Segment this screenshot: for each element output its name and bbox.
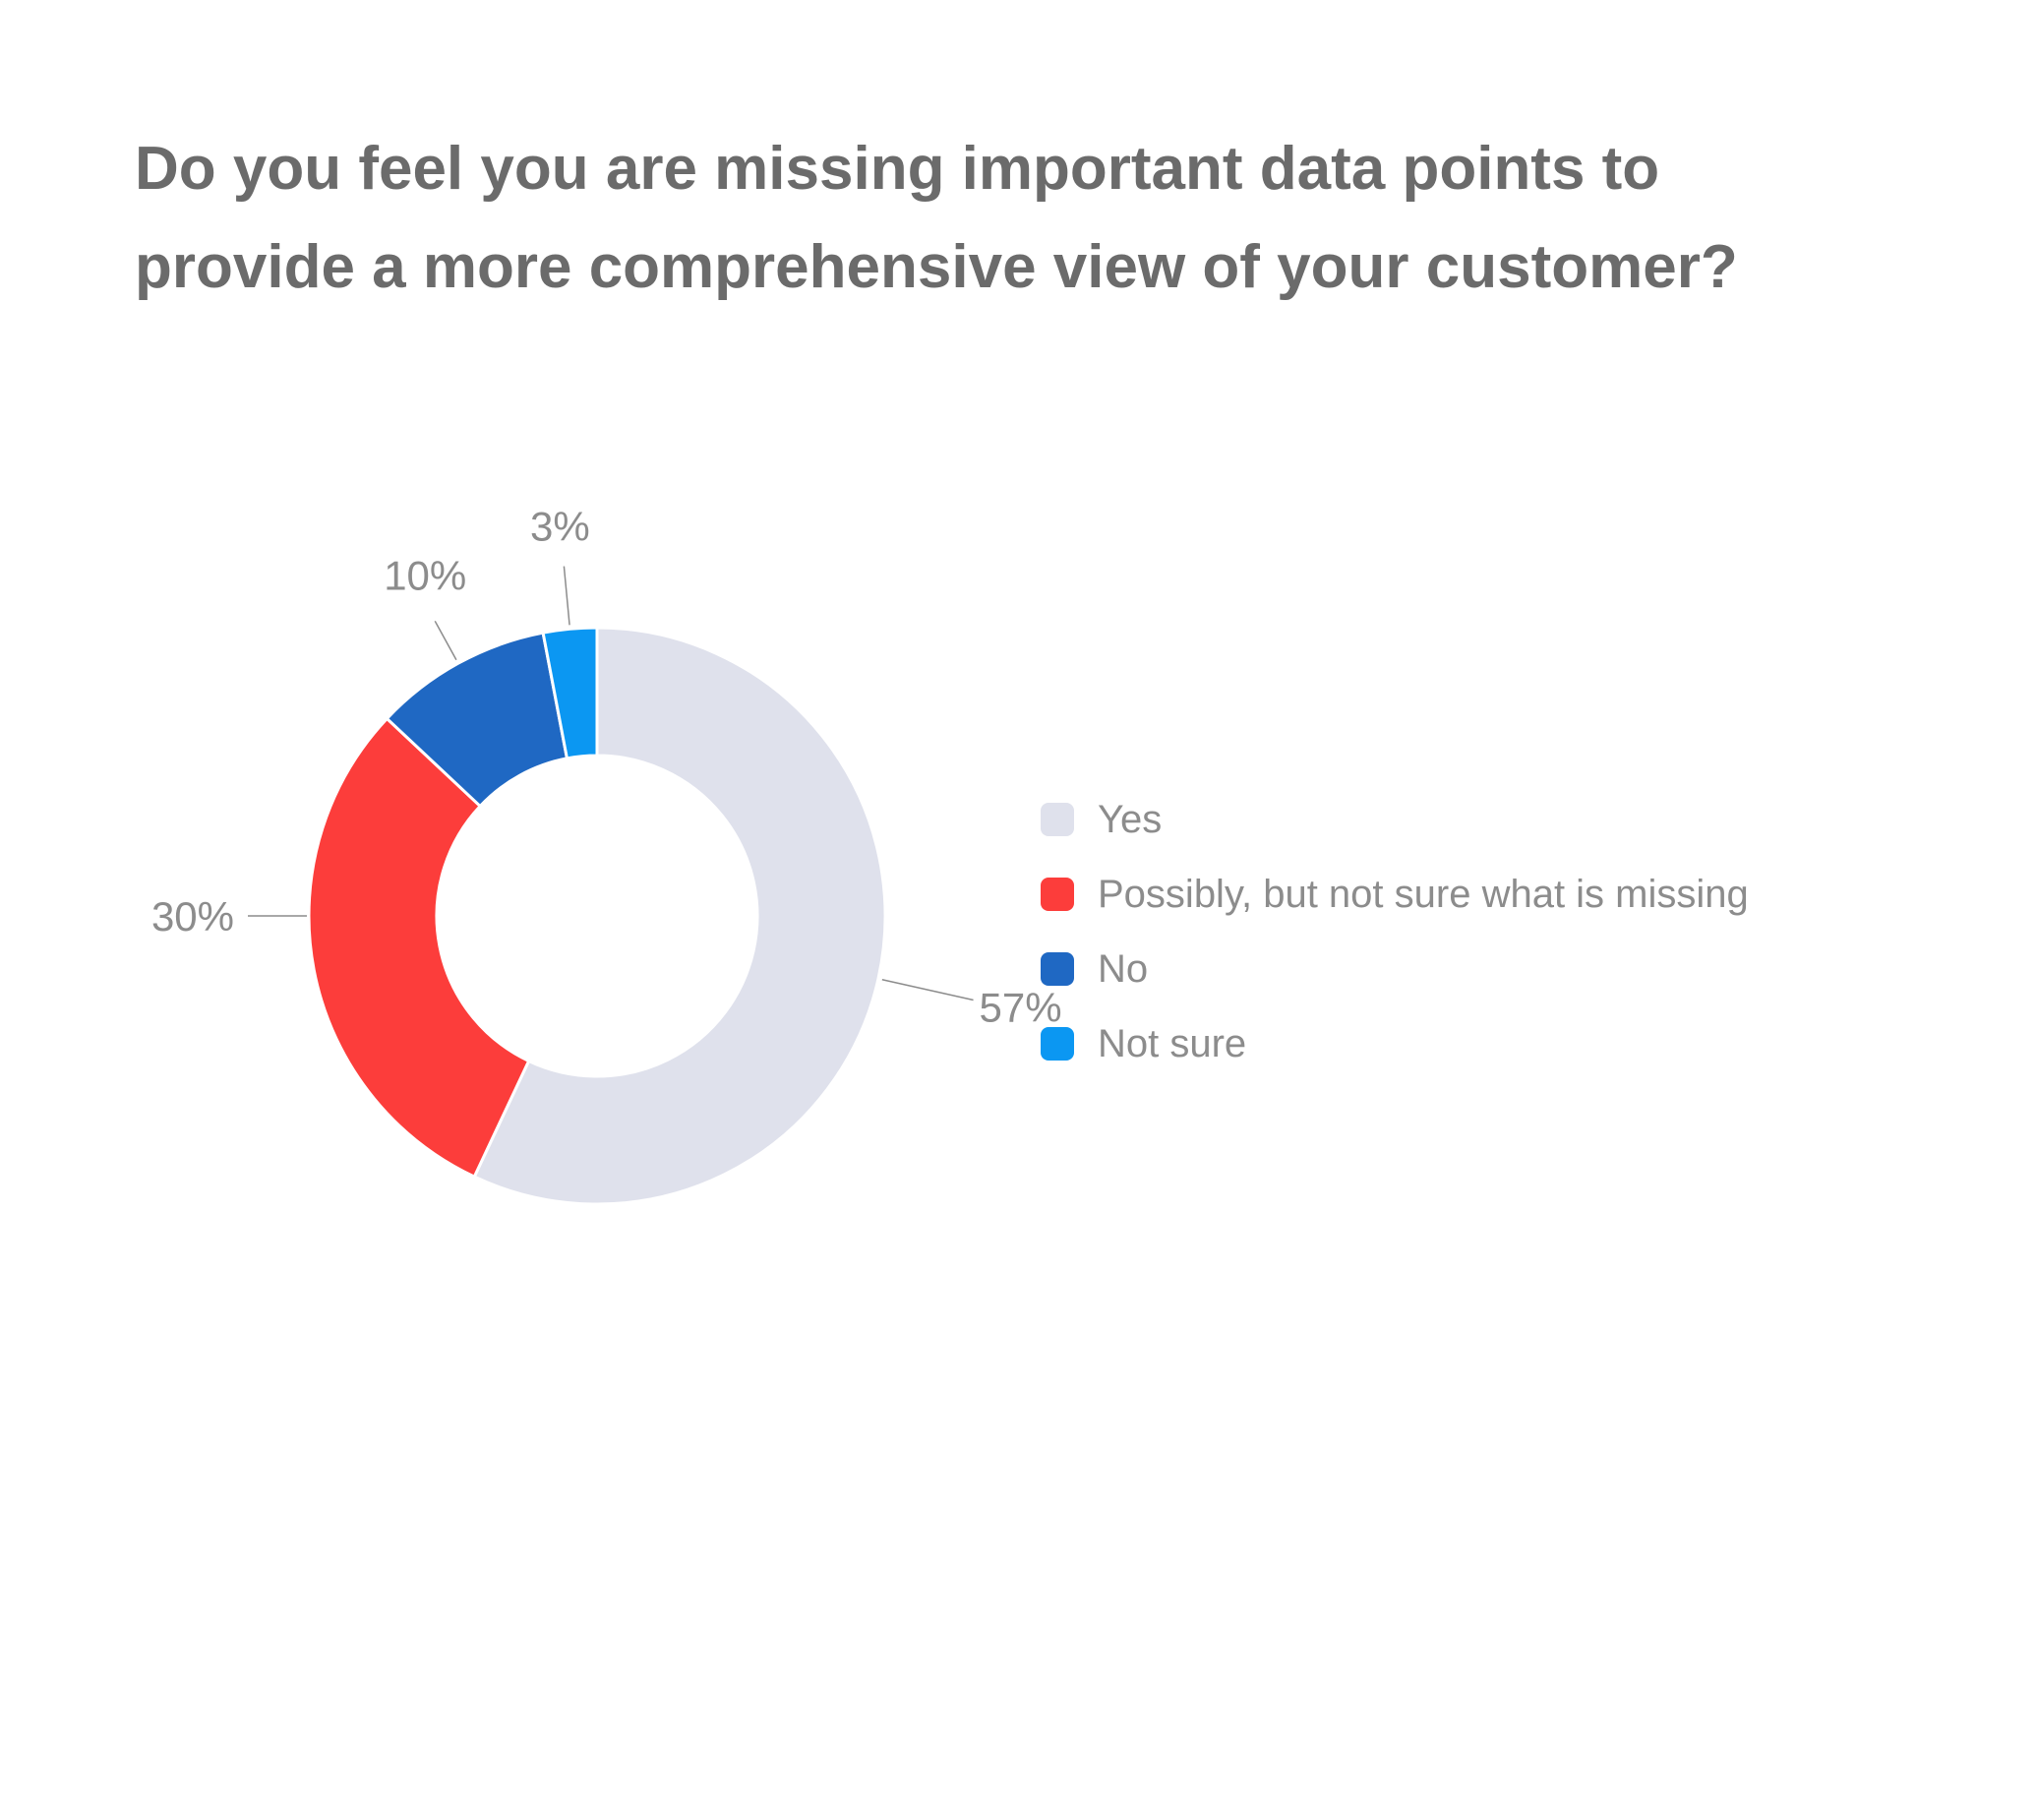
donut-slice-not-sure (541, 626, 599, 760)
legend-item-yes: Yes (1041, 782, 1749, 857)
legend-swatch (1041, 878, 1074, 911)
data-label-no: 10% (384, 552, 466, 598)
legend-swatch (1041, 952, 1074, 986)
donut-slice-possibly-but-not-sure-what-is-missing (307, 716, 531, 1180)
legend-label: Possibly, but not sure what is missing (1098, 872, 1749, 916)
legend-label: Yes (1098, 797, 1163, 841)
chart-title: Do you feel you are missing important da… (135, 120, 1964, 317)
chart-title-line-2: provide a more comprehensive view of you… (135, 233, 1738, 301)
chart-legend: Yes Possibly, but not sure what is missi… (1041, 782, 1749, 1081)
donut-slice-yes (472, 626, 887, 1206)
data-label-possibly-but-not-sure-what-is-missing: 30% (151, 893, 234, 940)
legend-item-no: No (1041, 932, 1749, 1006)
legend-label: Not sure (1098, 1021, 1247, 1065)
legend-swatch (1041, 1027, 1074, 1061)
legend-swatch (1041, 803, 1074, 836)
data-label-yes: 57% (980, 985, 1062, 1031)
leader-line-yes (881, 979, 974, 1001)
legend-item-possibly: Possibly, but not sure what is missing (1041, 857, 1749, 932)
leader-line-no (434, 620, 457, 661)
data-label-not-sure: 3% (530, 504, 590, 550)
legend-item-not-sure: Not sure (1041, 1006, 1749, 1081)
leader-line-not-sure (563, 566, 570, 626)
legend-label: No (1098, 946, 1149, 991)
chart-title-line-1: Do you feel you are missing important da… (135, 135, 1660, 203)
